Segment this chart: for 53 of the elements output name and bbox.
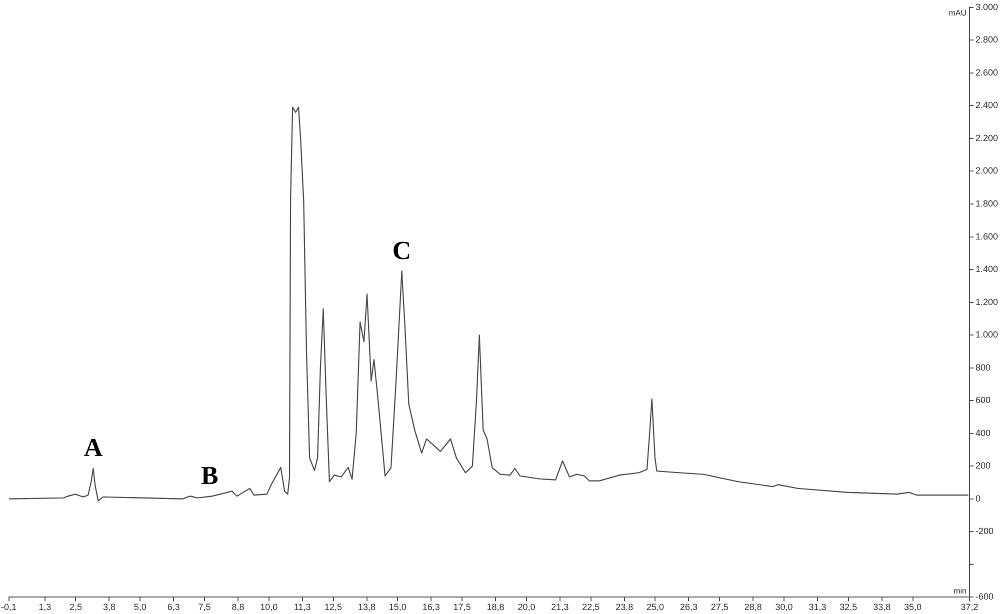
y-tick-label: 2.400	[975, 100, 998, 110]
x-tick-label: 25,0	[646, 602, 664, 612]
y-tick-label: 200	[975, 460, 991, 471]
x-tick-label: 22,5	[582, 602, 600, 612]
y-tick-label: 1.800	[975, 198, 998, 208]
x-tick-label: 21,3	[551, 602, 569, 612]
y-tick-label: 2.600	[975, 67, 998, 78]
y-tick-label: 400	[975, 428, 991, 438]
x-tick-label: 20,0	[518, 602, 536, 612]
y-tick-label: 600	[975, 395, 991, 406]
x-tick-label: 18,8	[486, 602, 504, 612]
x-tick-label: 31,3	[808, 602, 826, 612]
annotation: B	[200, 460, 218, 490]
x-tick-label: 1,3	[38, 602, 52, 612]
x-tick-label: 28,8	[744, 602, 762, 612]
y-tick-label: 1.000	[975, 330, 998, 340]
x-tick-label: 27,5	[710, 602, 728, 612]
x-tick-label: 2,5	[69, 602, 82, 612]
x-tick-label: -0,1	[0, 602, 17, 612]
y-tick-label: 0	[975, 493, 980, 504]
x-tick-label: 32,5	[840, 602, 858, 612]
x-tick-label: 6,3	[167, 602, 180, 612]
x-tick-label: 26,3	[680, 602, 698, 612]
annotation: A	[84, 433, 103, 462]
x-tick-label: 33,8	[873, 602, 891, 612]
x-tick-label: 12,5	[324, 602, 342, 612]
annotation: C	[392, 236, 412, 265]
x-tick-label: 15,0	[388, 602, 406, 612]
x-tick-label: 5,0	[134, 602, 146, 612]
x-tick-label: 30,0	[775, 602, 793, 612]
y-tick-label: 1.200	[975, 296, 998, 307]
x-axis-title: min	[954, 586, 966, 596]
y-tick-label: 2.200	[975, 132, 998, 143]
x-tick-label: 7,5	[198, 602, 211, 612]
y-tick-label: -200	[975, 526, 994, 536]
x-tick-label: 13,8	[358, 602, 376, 612]
y-axis-title: mAU	[948, 8, 967, 18]
y-tick-label: 800	[975, 362, 991, 372]
y-tick-label: 1.400	[975, 264, 998, 274]
x-tick-label: 23,8	[616, 602, 634, 612]
x-tick-label: 11,3	[294, 602, 311, 612]
y-tick-label: 2.800	[975, 34, 998, 45]
x-tick-label: 35,0	[904, 602, 922, 612]
y-tick-label: 3.000	[975, 2, 998, 12]
y-tick-label: -600	[975, 592, 994, 602]
y-tick-label: 2.000	[975, 166, 998, 176]
y-tick-label: 1.600	[975, 231, 998, 242]
x-tick-label: 17,5	[453, 602, 471, 612]
x-tick-label: 3,8	[102, 602, 116, 612]
x-tick-label: 37,2	[960, 602, 978, 612]
x-tick-label: 8,8	[232, 602, 244, 612]
x-tick-label: 16,3	[422, 602, 440, 612]
x-tick-label: 10,0	[260, 602, 278, 612]
